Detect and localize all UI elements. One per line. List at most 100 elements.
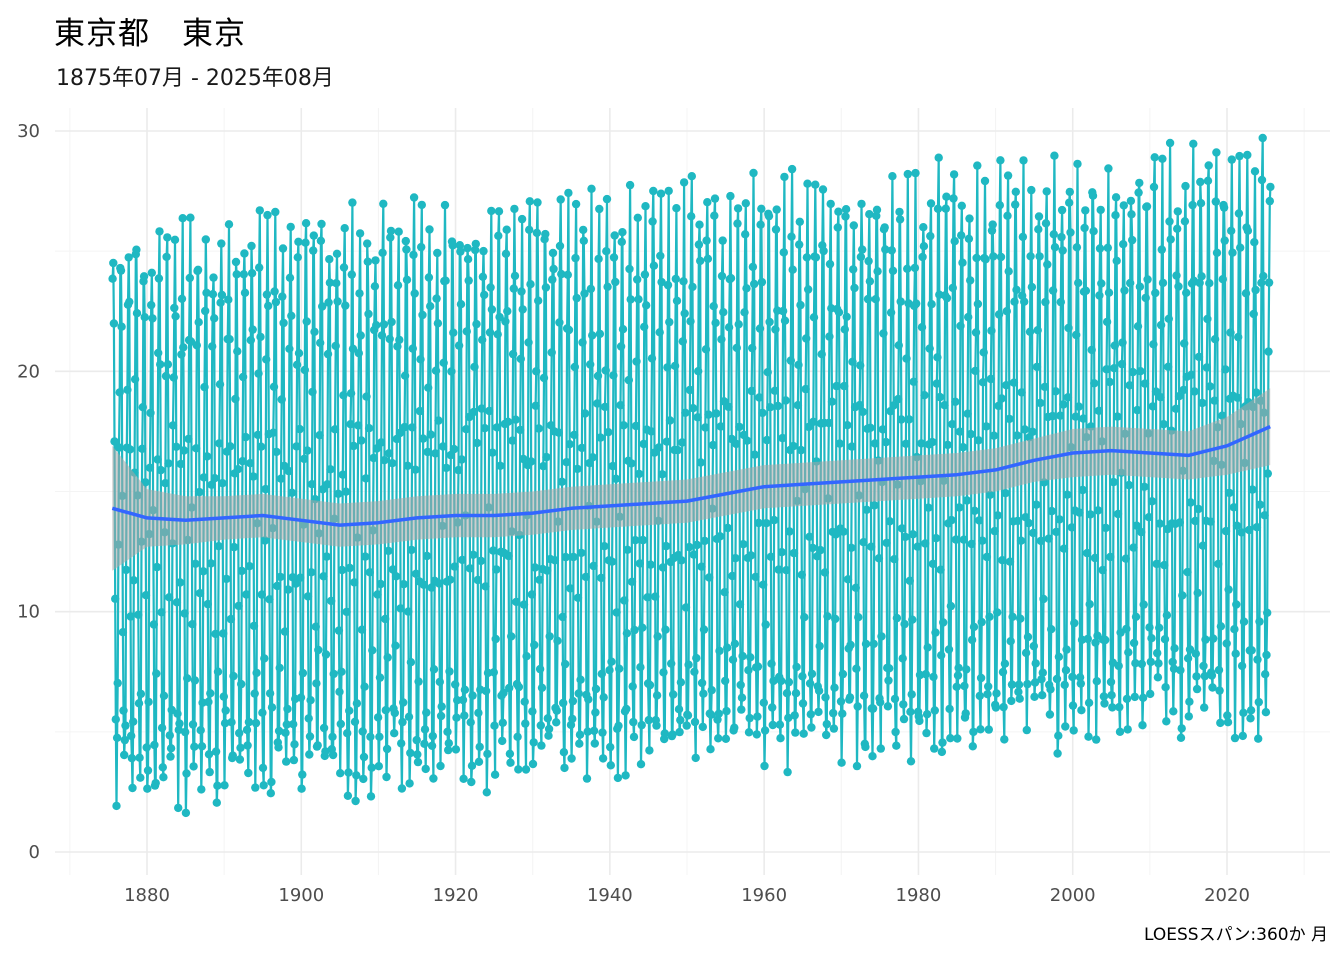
data-point xyxy=(1137,527,1146,537)
data-point xyxy=(395,335,404,345)
data-point xyxy=(794,360,803,370)
data-point xyxy=(263,210,272,220)
data-point xyxy=(1206,517,1215,526)
data-point xyxy=(1025,327,1035,336)
data-point xyxy=(251,718,261,728)
data-point xyxy=(980,176,990,186)
data-point xyxy=(1156,320,1166,330)
data-point xyxy=(233,347,242,356)
data-point xyxy=(909,377,918,386)
data-point xyxy=(967,539,976,549)
data-point xyxy=(936,565,945,574)
data-point xyxy=(180,609,189,618)
data-point xyxy=(899,700,908,709)
data-point xyxy=(1234,332,1243,342)
data-point xyxy=(157,608,166,617)
data-point xyxy=(509,284,518,293)
data-point xyxy=(408,423,417,432)
data-point xyxy=(625,264,634,274)
data-point xyxy=(1022,725,1031,735)
data-point xyxy=(145,463,155,472)
data-point xyxy=(611,474,621,483)
data-point xyxy=(462,327,471,336)
data-point xyxy=(417,200,426,210)
data-point xyxy=(208,342,217,351)
data-point xyxy=(249,621,259,631)
data-point xyxy=(156,360,165,369)
data-point xyxy=(668,730,677,739)
data-point xyxy=(460,711,469,720)
data-point xyxy=(816,545,825,555)
data-point xyxy=(249,472,258,481)
data-point xyxy=(282,720,291,729)
data-point xyxy=(1171,404,1181,413)
data-point xyxy=(202,288,211,297)
data-point xyxy=(335,687,344,696)
data-point xyxy=(154,348,163,358)
data-point xyxy=(865,277,875,286)
data-point xyxy=(402,275,412,284)
data-point xyxy=(818,185,828,194)
data-point xyxy=(888,172,897,181)
data-point xyxy=(1115,702,1124,712)
data-point xyxy=(462,425,471,434)
data-point xyxy=(919,223,928,232)
data-point xyxy=(606,761,615,770)
data-point xyxy=(403,461,412,470)
data-point xyxy=(454,341,464,350)
data-point xyxy=(522,652,531,661)
data-point xyxy=(1194,504,1203,514)
data-point xyxy=(1135,282,1145,291)
data-point xyxy=(447,367,456,376)
data-point xyxy=(994,310,1004,319)
data-point xyxy=(336,769,345,778)
data-point xyxy=(555,318,564,327)
data-point xyxy=(1057,232,1066,242)
data-point xyxy=(541,283,551,292)
data-point xyxy=(422,551,432,561)
data-point xyxy=(988,220,997,229)
data-point xyxy=(120,735,129,745)
data-point xyxy=(433,248,442,258)
data-point xyxy=(148,314,157,323)
data-point xyxy=(1003,211,1012,220)
data-point xyxy=(194,318,203,327)
data-point xyxy=(359,752,369,762)
data-point xyxy=(552,706,561,715)
data-point xyxy=(206,689,215,698)
data-point xyxy=(348,198,357,207)
data-point xyxy=(158,763,167,772)
data-point xyxy=(240,249,249,258)
data-point xyxy=(151,778,160,788)
data-point xyxy=(308,387,317,397)
data-point xyxy=(618,228,627,237)
data-point xyxy=(146,408,155,418)
data-point xyxy=(464,276,473,285)
data-point xyxy=(1107,691,1116,700)
data-point xyxy=(1248,485,1257,494)
data-point xyxy=(195,589,205,598)
data-point xyxy=(1198,398,1207,408)
data-point xyxy=(595,329,605,339)
data-point xyxy=(996,252,1006,262)
data-point xyxy=(1038,668,1048,677)
data-point xyxy=(840,381,849,391)
data-point xyxy=(487,206,496,216)
data-point xyxy=(799,729,808,738)
confidence-ribbon xyxy=(112,388,1271,571)
data-point xyxy=(126,612,135,621)
data-point xyxy=(930,706,939,715)
data-point xyxy=(406,658,416,667)
data-point xyxy=(1133,322,1143,331)
data-point xyxy=(125,297,134,306)
data-point xyxy=(225,335,234,344)
data-point xyxy=(793,401,803,410)
data-point xyxy=(609,371,618,380)
data-point xyxy=(762,435,772,445)
data-point xyxy=(277,395,286,404)
data-point xyxy=(1174,392,1184,401)
data-point xyxy=(931,534,941,543)
data-point xyxy=(346,389,356,398)
data-point xyxy=(372,444,381,453)
data-point xyxy=(1015,694,1024,703)
